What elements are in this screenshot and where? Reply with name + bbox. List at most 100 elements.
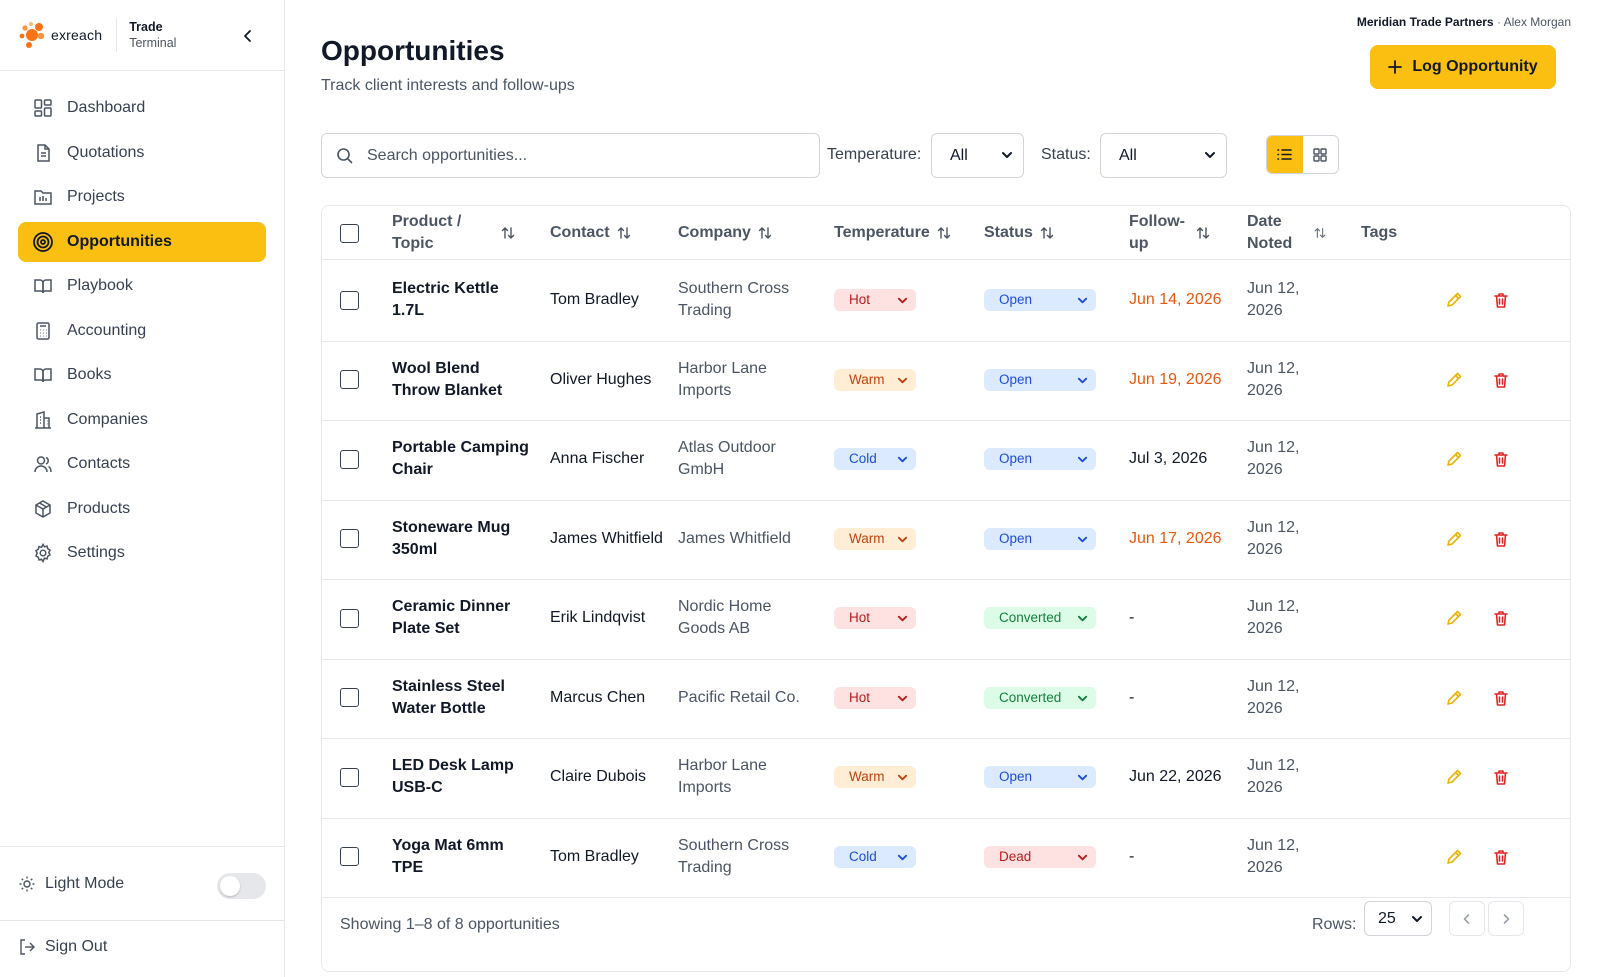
sidebar-item-contacts[interactable]: Contacts <box>18 444 266 484</box>
edit-button[interactable] <box>1442 765 1466 789</box>
delete-button[interactable] <box>1489 447 1513 471</box>
document-icon <box>32 142 54 164</box>
status-value: Open <box>999 530 1033 546</box>
select-all-checkbox[interactable] <box>340 223 359 243</box>
plus-icon <box>1388 60 1403 74</box>
chevron-down-icon <box>1077 377 1088 383</box>
temperature-filter-select[interactable]: All <box>931 133 1024 178</box>
column-header-product[interactable]: Product / Topic <box>392 206 522 260</box>
brand-divider <box>116 18 118 52</box>
column-header-company[interactable]: Company <box>678 206 773 260</box>
status-select[interactable]: Open <box>984 766 1096 788</box>
user-name: Alex Morgan <box>1503 15 1571 29</box>
log-opportunity-button[interactable]: Log Opportunity <box>1370 45 1556 89</box>
sidebar-item-label: Products <box>67 499 131 517</box>
trash-icon <box>1494 849 1508 865</box>
delete-button[interactable] <box>1489 288 1513 312</box>
sidebar-item-books[interactable]: Books <box>18 355 266 395</box>
row-checkbox[interactable] <box>340 529 359 548</box>
status-select[interactable]: Open <box>984 448 1096 470</box>
search-input[interactable]: Search opportunities... <box>321 133 820 178</box>
brand-header: exreach Trade Terminal <box>0 0 284 71</box>
sidebar-item-companies[interactable]: Companies <box>18 400 266 440</box>
sidebar-item-accounting[interactable]: Accounting <box>18 311 266 351</box>
next-page-button[interactable] <box>1488 901 1524 936</box>
temperature-select[interactable]: Warm <box>834 766 916 788</box>
status-select[interactable]: Dead <box>984 845 1096 868</box>
temperature-select[interactable]: Hot <box>834 289 916 311</box>
status-select[interactable]: Open <box>984 368 1096 391</box>
projects-icon <box>32 186 54 208</box>
delete-button[interactable] <box>1489 368 1513 392</box>
theme-toggle[interactable] <box>217 873 266 899</box>
page-title: Opportunities <box>321 35 505 66</box>
delete-button[interactable] <box>1489 606 1513 630</box>
edit-button[interactable] <box>1442 845 1466 869</box>
temperature-select[interactable]: Warm <box>834 368 916 391</box>
column-header-contact[interactable]: Contact <box>550 206 632 260</box>
pencil-icon <box>1447 769 1462 784</box>
column-header-date-noted[interactable]: Date Noted <box>1247 206 1327 260</box>
grid-view-button[interactable] <box>1303 136 1339 173</box>
app-logo[interactable]: exreach <box>18 20 102 50</box>
row-checkbox[interactable] <box>340 767 359 787</box>
edit-button[interactable] <box>1442 368 1466 392</box>
contact-name: James Whitfield <box>550 529 663 547</box>
temperature-value: Warm <box>849 769 885 784</box>
row-checkbox[interactable] <box>340 688 359 707</box>
temperature-select[interactable]: Hot <box>834 686 916 709</box>
sort-icon <box>1313 226 1327 240</box>
row-checkbox[interactable] <box>340 370 359 389</box>
edit-button[interactable] <box>1442 527 1466 551</box>
row-checkbox[interactable] <box>340 449 359 469</box>
sidebar-item-quotations[interactable]: Quotations <box>18 133 266 173</box>
sidebar-item-opportunities[interactable]: Opportunities <box>18 221 266 262</box>
temperature-select[interactable]: Cold <box>834 845 916 868</box>
package-icon <box>32 498 54 520</box>
delete-button[interactable] <box>1489 765 1513 789</box>
temperature-select[interactable]: Warm <box>834 527 916 550</box>
contact-name: Oliver Hughes <box>550 370 652 388</box>
previous-page-button[interactable] <box>1449 901 1485 936</box>
contact-name: Erik Lindqvist <box>550 609 646 626</box>
sidebar-item-settings[interactable]: Settings <box>18 533 266 573</box>
temperature-select[interactable]: Cold <box>834 448 916 470</box>
contact-name: Tom Bradley <box>550 291 639 308</box>
rows-per-page-select[interactable]: 25 <box>1364 901 1432 936</box>
row-checkbox[interactable] <box>340 847 359 866</box>
followup-date: - <box>1129 688 1135 706</box>
collapse-sidebar-button[interactable] <box>238 26 258 46</box>
edit-button[interactable] <box>1442 447 1466 471</box>
status-select[interactable]: Converted <box>984 686 1096 709</box>
product-name: Yoga Mat 6mm TPE <box>392 836 504 876</box>
delete-button[interactable] <box>1489 686 1513 710</box>
followup-date: Jun 19, 2026 <box>1129 370 1222 388</box>
column-header-temperature[interactable]: Temperature <box>834 206 952 260</box>
sign-out-button[interactable]: Sign Out <box>18 938 107 956</box>
temperature-value: Hot <box>849 689 871 705</box>
edit-button[interactable] <box>1442 686 1466 710</box>
sidebar-item-products[interactable]: Products <box>18 489 266 529</box>
status-select[interactable]: Open <box>984 527 1096 550</box>
column-header-status[interactable]: Status <box>984 206 1055 260</box>
temperature-select[interactable]: Hot <box>834 607 916 629</box>
list-view-button[interactable] <box>1267 136 1303 173</box>
org-name: Meridian Trade Partners <box>1356 15 1494 29</box>
chevron-down-icon <box>897 377 908 383</box>
status-select[interactable]: Converted <box>984 607 1096 629</box>
row-checkbox[interactable] <box>340 290 359 310</box>
company-name: Harbor Lane Imports <box>678 359 767 399</box>
sidebar-item-dashboard[interactable]: Dashboard <box>18 88 266 128</box>
sort-icon <box>936 225 952 241</box>
column-header-followup[interactable]: Follow-up <box>1129 206 1211 260</box>
delete-button[interactable] <box>1489 527 1513 551</box>
row-checkbox[interactable] <box>340 608 359 628</box>
sidebar-item-projects[interactable]: Projects <box>18 177 266 217</box>
edit-button[interactable] <box>1442 606 1466 630</box>
delete-button[interactable] <box>1489 845 1513 869</box>
status-filter-select[interactable]: All <box>1100 133 1227 178</box>
edit-button[interactable] <box>1442 288 1466 312</box>
sidebar-item-playbook[interactable]: Playbook <box>18 266 266 306</box>
status-select[interactable]: Open <box>984 289 1096 311</box>
followup-date: - <box>1129 609 1135 626</box>
